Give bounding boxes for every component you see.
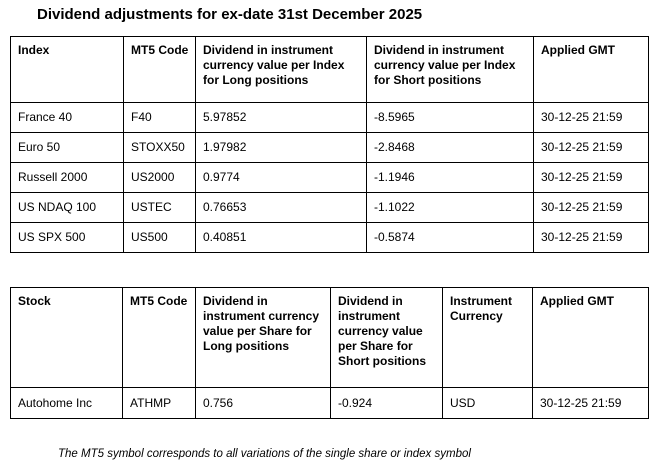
cell-mt5-code: STOXX50 <box>123 132 196 163</box>
stock-dividends-table: Stock MT5 Code Dividend in instrument cu… <box>10 287 649 419</box>
cell-dividend-short: -0.924 <box>330 387 443 419</box>
table-row: Autohome Inc ATHMP 0.756 -0.924 USD 30-1… <box>10 387 649 419</box>
cell-mt5-code: US2000 <box>123 162 196 193</box>
column-header-dividend-short: Dividend in instrument currency value pe… <box>330 287 443 388</box>
column-header-instrument-currency: Instrument Currency <box>442 287 533 388</box>
cell-applied-gmt: 30-12-25 21:59 <box>533 102 649 133</box>
footnote: The MT5 symbol corresponds to all variat… <box>58 448 471 460</box>
cell-dividend-short: -2.8468 <box>366 132 534 163</box>
cell-applied-gmt: 30-12-25 21:59 <box>533 222 649 253</box>
cell-dividend-short: -1.1022 <box>366 192 534 223</box>
column-header-applied-gmt: Applied GMT <box>533 36 649 103</box>
cell-dividend-long: 0.9774 <box>195 162 367 193</box>
cell-dividend-short: -8.5965 <box>366 102 534 133</box>
cell-index-name: US NDAQ 100 <box>10 192 124 223</box>
index-table-header-row: Index MT5 Code Dividend in instrument cu… <box>10 36 649 103</box>
cell-applied-gmt: 30-12-25 21:59 <box>533 132 649 163</box>
cell-applied-gmt: 30-12-25 21:59 <box>533 192 649 223</box>
cell-mt5-code: US500 <box>123 222 196 253</box>
column-header-dividend-long: Dividend in instrument currency value pe… <box>195 287 331 388</box>
column-header-stock: Stock <box>10 287 123 388</box>
cell-index-name: Russell 2000 <box>10 162 124 193</box>
table-row: Russell 2000 US2000 0.9774 -1.1946 30-12… <box>10 162 649 193</box>
column-header-index: Index <box>10 36 124 103</box>
cell-dividend-short: -1.1946 <box>366 162 534 193</box>
cell-index-name: Euro 50 <box>10 132 124 163</box>
cell-dividend-long: 0.76653 <box>195 192 367 223</box>
column-header-mt5-code: MT5 Code <box>123 36 196 103</box>
cell-applied-gmt: 30-12-25 21:59 <box>533 162 649 193</box>
cell-index-name: US SPX 500 <box>10 222 124 253</box>
cell-dividend-long: 5.97852 <box>195 102 367 133</box>
column-header-applied-gmt: Applied GMT <box>532 287 649 388</box>
page-title: Dividend adjustments for ex-date 31st De… <box>37 6 423 23</box>
cell-dividend-long: 0.40851 <box>195 222 367 253</box>
table-row: France 40 F40 5.97852 -8.5965 30-12-25 2… <box>10 102 649 133</box>
cell-index-name: France 40 <box>10 102 124 133</box>
stock-table-header-row: Stock MT5 Code Dividend in instrument cu… <box>10 287 649 388</box>
index-dividends-table: Index MT5 Code Dividend in instrument cu… <box>10 36 649 253</box>
cell-stock-name: Autohome Inc <box>10 387 123 419</box>
table-row: US NDAQ 100 USTEC 0.76653 -1.1022 30-12-… <box>10 192 649 223</box>
table-row: Euro 50 STOXX50 1.97982 -2.8468 30-12-25… <box>10 132 649 163</box>
cell-mt5-code: ATHMP <box>122 387 196 419</box>
column-header-dividend-long: Dividend in instrument currency value pe… <box>195 36 367 103</box>
cell-mt5-code: F40 <box>123 102 196 133</box>
column-header-mt5-code: MT5 Code <box>122 287 196 388</box>
cell-dividend-long: 1.97982 <box>195 132 367 163</box>
cell-instrument-currency: USD <box>442 387 533 419</box>
cell-mt5-code: USTEC <box>123 192 196 223</box>
column-header-dividend-short: Dividend in instrument currency value pe… <box>366 36 534 103</box>
cell-applied-gmt: 30-12-25 21:59 <box>532 387 649 419</box>
cell-dividend-long: 0.756 <box>195 387 331 419</box>
table-row: US SPX 500 US500 0.40851 -0.5874 30-12-2… <box>10 222 649 253</box>
cell-dividend-short: -0.5874 <box>366 222 534 253</box>
